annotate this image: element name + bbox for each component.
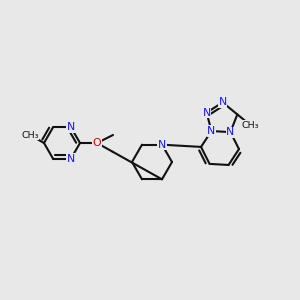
Text: N: N: [218, 98, 227, 107]
Text: N: N: [67, 122, 75, 132]
Text: N: N: [67, 154, 75, 164]
Text: N: N: [158, 140, 166, 150]
Text: CH₃: CH₃: [242, 121, 259, 130]
Text: N: N: [226, 127, 235, 137]
Text: O: O: [93, 138, 101, 148]
Text: N: N: [202, 108, 211, 118]
Text: CH₃: CH₃: [21, 130, 39, 140]
Text: N: N: [207, 126, 216, 136]
